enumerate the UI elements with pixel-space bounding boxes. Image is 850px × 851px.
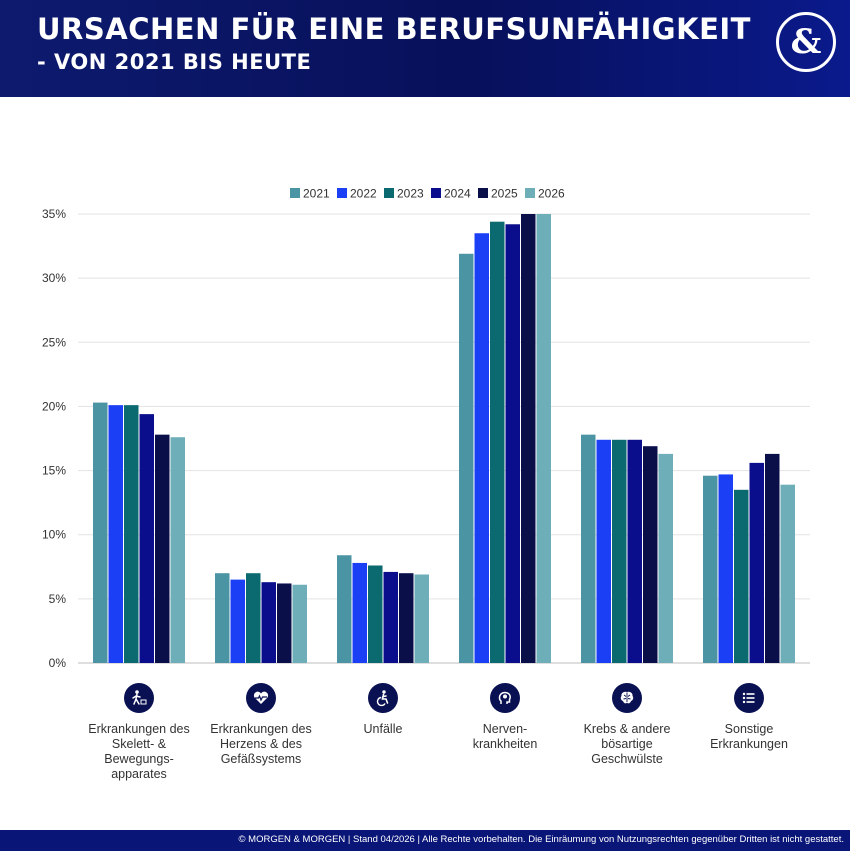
- y-tick-label: 25%: [42, 335, 66, 349]
- category-label-line: krankheiten: [472, 737, 538, 751]
- category-label: Unfälle: [323, 722, 443, 737]
- copyright-text: © MORGEN & MORGEN | Stand 04/2026 | Alle…: [238, 834, 844, 845]
- bar: [658, 453, 673, 663]
- bar: [765, 453, 780, 663]
- bar: [277, 583, 292, 663]
- legend-label: 2024: [444, 187, 471, 201]
- bar: [108, 405, 123, 663]
- bar: [124, 405, 139, 663]
- category-label-line: Geschwülste: [591, 752, 663, 766]
- bar: [749, 462, 764, 663]
- bar: [261, 582, 276, 663]
- category-label-line: Bewegungs-: [104, 752, 174, 766]
- category-label-line: Herzens & des: [220, 737, 302, 751]
- category-label: Krebs & andere bösartige Geschwülste: [567, 722, 687, 767]
- bar: [230, 579, 245, 663]
- legend-label: 2026: [538, 187, 565, 201]
- category-label-line: Erkrankungen des: [88, 722, 190, 736]
- legend-swatch: [525, 188, 535, 198]
- page-title: Ursachen für eine Berufsunfähigkeit: [37, 12, 751, 46]
- category-label-line: Erkrankungen des: [210, 722, 312, 736]
- list-icon: [734, 683, 764, 713]
- bar: [139, 414, 154, 663]
- bar: [170, 437, 185, 663]
- nerve-head-icon: [490, 683, 520, 713]
- legend-label: 2022: [350, 187, 377, 201]
- bar: [780, 484, 795, 663]
- bar: [246, 573, 261, 663]
- category-label: Nerven-krankheiten: [445, 722, 565, 752]
- header-banner: Ursachen für eine Berufsunfähigkeit - vo…: [0, 0, 850, 97]
- y-tick-label: 30%: [42, 271, 66, 285]
- bar: [93, 402, 108, 663]
- bar: [596, 439, 611, 663]
- bar: [292, 584, 307, 663]
- legend-swatch: [431, 188, 441, 198]
- legend-swatch: [478, 188, 488, 198]
- skeleton-icon: [124, 683, 154, 713]
- bar: [521, 214, 536, 663]
- legend-label: 2023: [397, 187, 424, 201]
- y-tick-label: 5%: [49, 592, 67, 606]
- bar: [155, 434, 170, 663]
- bar: [612, 439, 627, 663]
- category-label: Erkrankungen des Herzens & des Gefäßsystem…: [201, 722, 321, 767]
- page-subtitle: - von 2021 bis heute: [37, 50, 312, 74]
- bar: [703, 475, 718, 663]
- bar: [718, 474, 733, 663]
- category-label-line: bösartige: [601, 737, 653, 751]
- bar: [490, 221, 505, 663]
- category-label: Erkrankungen des Skelett- & Bewegungs-appa…: [79, 722, 199, 782]
- bar: [368, 565, 383, 663]
- legend-swatch: [337, 188, 347, 198]
- category-label-line: Erkrankungen: [710, 737, 788, 751]
- bar: [474, 233, 489, 663]
- y-tick-label: 10%: [42, 528, 66, 542]
- bar: [643, 446, 658, 663]
- y-tick-label: 0%: [49, 656, 67, 670]
- category-label-line: Sonstige: [724, 722, 774, 736]
- brand-logo: &: [776, 12, 836, 72]
- category-label: Sonstige Erkrankungen: [689, 722, 809, 752]
- category-label-line: Krebs & andere: [583, 722, 671, 736]
- bar: [536, 214, 551, 663]
- heart-icon: [246, 683, 276, 713]
- category-label-line: apparates: [111, 767, 167, 781]
- footer-bar: © MORGEN & MORGEN | Stand 04/2026 | Alle…: [0, 830, 850, 851]
- category-label-line: Unfälle: [363, 722, 403, 736]
- category-label-line: Skelett- &: [111, 737, 167, 751]
- bar: [581, 434, 596, 663]
- legend-swatch: [384, 188, 394, 198]
- bar: [399, 573, 414, 663]
- bar: [337, 555, 352, 663]
- legend-label: 2025: [491, 187, 518, 201]
- bar: [505, 224, 520, 663]
- y-tick-label: 35%: [42, 207, 66, 221]
- y-tick-label: 20%: [42, 399, 66, 413]
- category-label-line: Nerven-: [482, 722, 528, 736]
- accident-icon: [368, 683, 398, 713]
- bar: [352, 562, 367, 663]
- brain-icon: [612, 683, 642, 713]
- category-label-line: Gefäßsystems: [220, 752, 302, 766]
- bar: [734, 489, 749, 663]
- legend-swatch: [290, 188, 300, 198]
- bar: [414, 574, 429, 663]
- bar: [459, 253, 474, 664]
- bar: [627, 439, 642, 663]
- y-tick-label: 15%: [42, 464, 66, 478]
- legend-label: 2021: [303, 187, 330, 201]
- bar: [215, 573, 230, 663]
- bar: [383, 571, 398, 663]
